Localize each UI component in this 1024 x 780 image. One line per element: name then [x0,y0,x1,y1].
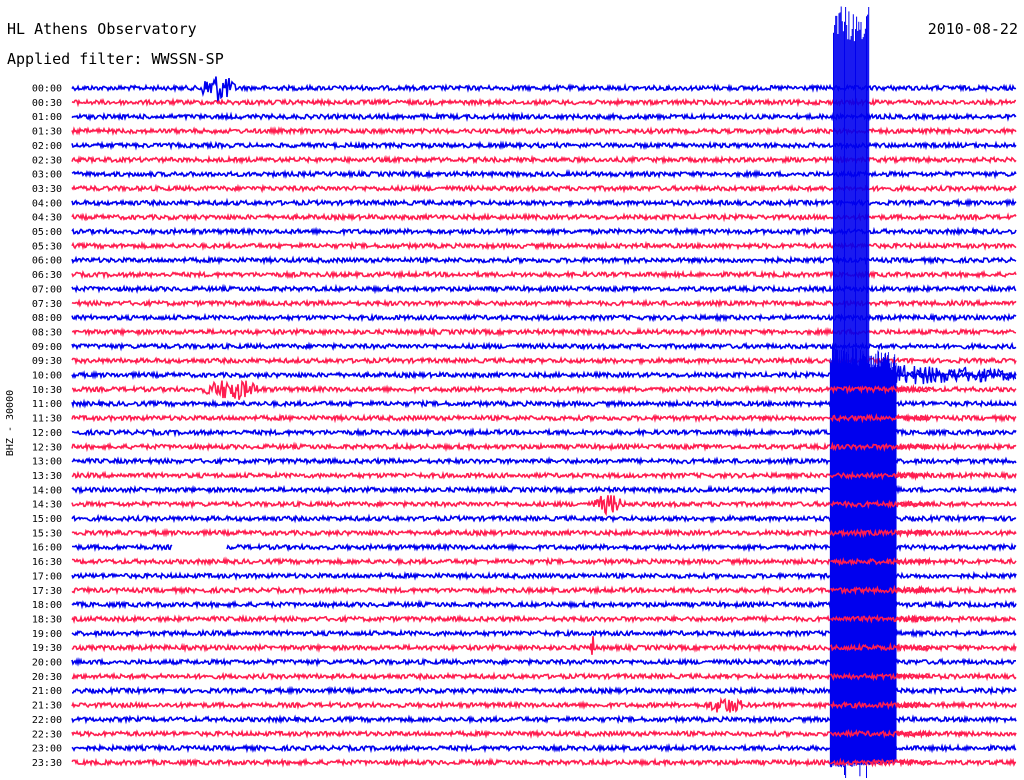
time-label: 10:30 [32,385,62,396]
time-label: 12:00 [32,428,62,439]
time-label: 19:30 [32,643,62,654]
trace-row [71,269,1017,280]
time-label: 22:00 [32,715,62,726]
trace-row-overlay [829,528,932,539]
trace-row [71,197,1017,208]
time-label: 04:00 [32,198,62,209]
trace-row [71,183,1017,194]
trace-row-overlay [830,412,931,424]
trace-row [71,212,1017,223]
trace-row [71,355,1017,366]
trace-row [71,76,1017,103]
time-label: 03:00 [32,170,62,181]
trace-row [71,126,1017,137]
trace-row [71,226,1017,237]
trace-row [71,255,1017,266]
time-label: 22:30 [32,729,62,740]
trace-row-overlay [829,671,931,682]
time-label: 09:00 [32,342,62,353]
coda-tail [895,365,1017,385]
trace-row [71,283,1017,295]
plot-title: HL Athens Observatory [7,20,197,38]
time-label: 23:00 [32,744,62,755]
time-label: 06:00 [32,256,62,267]
time-label: 20:30 [32,672,62,683]
trace-row-overlay [829,383,931,395]
time-label: 21:00 [32,686,62,697]
time-label: 02:00 [32,141,62,152]
trace-row-overlay [830,499,932,510]
time-label: 12:30 [32,442,62,453]
time-label: 01:30 [32,127,62,138]
time-label: 21:30 [32,701,62,712]
time-label: 06:30 [32,270,62,281]
plot-date: 2010-08-22 [927,20,1018,38]
time-label: 00:30 [32,98,62,109]
time-label: 10:00 [32,371,62,382]
time-label: 07:00 [32,284,62,295]
time-label: 11:00 [32,399,62,410]
time-label: 07:30 [32,299,62,310]
trace-row [71,140,1017,151]
channel-label: BHZ - 30000 [5,390,16,456]
time-label: 19:00 [32,629,62,640]
time-label: 00:00 [32,84,62,95]
trace-row-overlay [829,728,932,739]
trace-row [71,97,1017,108]
time-label: 14:30 [32,500,62,511]
time-label: 17:00 [32,571,62,582]
trace-row-overlay [830,613,932,624]
time-label: 20:00 [32,658,62,669]
time-label: 03:30 [32,184,62,195]
time-label: 09:30 [32,356,62,367]
time-label: 08:00 [32,313,62,324]
trace-row [71,312,1017,323]
time-label: 23:30 [32,758,62,769]
time-label: 16:30 [32,557,62,568]
time-label: 13:00 [32,457,62,468]
time-label: 14:00 [32,485,62,496]
time-label: 05:30 [32,241,62,252]
time-label: 11:30 [32,414,62,425]
trace-row-overlay [829,642,931,652]
trace-row [71,154,1017,166]
time-label: 01:00 [32,112,62,123]
time-label: 18:00 [32,600,62,611]
trace-row [71,298,1017,309]
trace-row [71,341,1017,352]
teleseism-waveform [829,6,1017,778]
time-label: 02:30 [32,155,62,166]
trace-row [71,240,1017,251]
time-label: 08:30 [32,327,62,338]
time-label: 17:30 [32,586,62,597]
time-label: 13:30 [32,471,62,482]
time-label: 15:00 [32,514,62,525]
trace-row [71,168,1017,180]
onset-spikes [833,6,870,778]
time-label: 18:30 [32,614,62,625]
time-label: 04:30 [32,213,62,224]
trace-row-overlay [830,441,931,453]
trace-row [71,111,1017,122]
time-label: 05:00 [32,227,62,238]
trace-row-overlay [830,584,932,596]
trace-row [71,326,1017,338]
trace-row-overlay [829,757,931,768]
time-label: 15:30 [32,528,62,539]
filter-label: Applied filter: WWSSN-SP [7,50,224,68]
trace-row-overlay [830,556,932,567]
trace-row-overlay [829,470,931,481]
time-label: 16:00 [32,543,62,554]
time-labels: 00:00 00:30 01:00 01:30 02:00 02:30 03:00 03:30… [32,84,62,769]
trace-row-overlay [830,700,931,711]
